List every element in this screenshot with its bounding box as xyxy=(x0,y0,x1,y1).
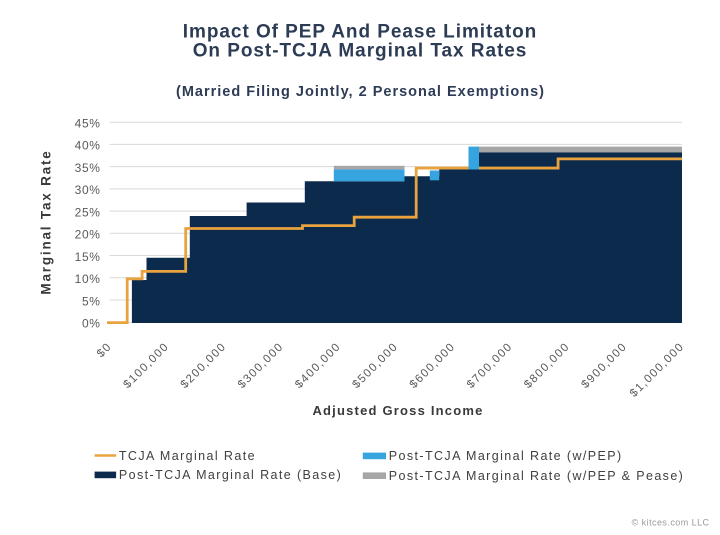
svg-text:Post-TCJA Marginal Rate (w/PEP: Post-TCJA Marginal Rate (w/PEP & Pease) xyxy=(389,469,684,483)
svg-text:40%: 40% xyxy=(75,139,101,153)
svg-text:© kitces.com LLC: © kitces.com LLC xyxy=(632,518,710,528)
svg-text:15%: 15% xyxy=(75,250,101,264)
svg-text:30%: 30% xyxy=(75,183,101,197)
svg-text:5%: 5% xyxy=(82,294,101,308)
svg-text:Marginal Tax Rate: Marginal Tax Rate xyxy=(39,149,54,294)
svg-text:$700,000: $700,000 xyxy=(465,341,515,391)
svg-text:10%: 10% xyxy=(75,272,101,286)
svg-text:35%: 35% xyxy=(75,161,101,175)
svg-text:$200,000: $200,000 xyxy=(179,341,229,391)
svg-text:$0: $0 xyxy=(95,341,115,361)
svg-text:$600,000: $600,000 xyxy=(408,341,458,391)
svg-text:On Post-TCJA Marginal Tax Rate: On Post-TCJA Marginal Tax Rates xyxy=(193,41,528,62)
svg-text:25%: 25% xyxy=(75,205,101,219)
svg-text:$500,000: $500,000 xyxy=(350,341,400,391)
svg-text:$800,000: $800,000 xyxy=(522,341,572,391)
svg-text:TCJA Marginal Rate: TCJA Marginal Rate xyxy=(119,449,256,463)
svg-text:(Married Filing Jointly, 2 Per: (Married Filing Jointly, 2 Personal Exem… xyxy=(176,84,545,100)
svg-text:45%: 45% xyxy=(75,117,101,131)
svg-text:Adjusted Gross Income: Adjusted Gross Income xyxy=(312,403,483,418)
svg-text:20%: 20% xyxy=(75,228,101,242)
svg-text:$400,000: $400,000 xyxy=(293,341,343,391)
svg-text:Post-TCJA Marginal Rate (w/PEP: Post-TCJA Marginal Rate (w/PEP) xyxy=(389,449,623,463)
svg-text:$300,000: $300,000 xyxy=(236,341,286,391)
svg-text:$1,000,000: $1,000,000 xyxy=(628,341,687,400)
svg-text:$100,000: $100,000 xyxy=(121,341,171,391)
svg-text:Impact Of PEP And Pease Limita: Impact Of PEP And Pease Limitaton xyxy=(183,22,537,43)
svg-text:0%: 0% xyxy=(82,317,101,331)
svg-text:$900,000: $900,000 xyxy=(579,341,629,391)
svg-text:Post-TCJA Marginal Rate (Base): Post-TCJA Marginal Rate (Base) xyxy=(119,468,342,482)
